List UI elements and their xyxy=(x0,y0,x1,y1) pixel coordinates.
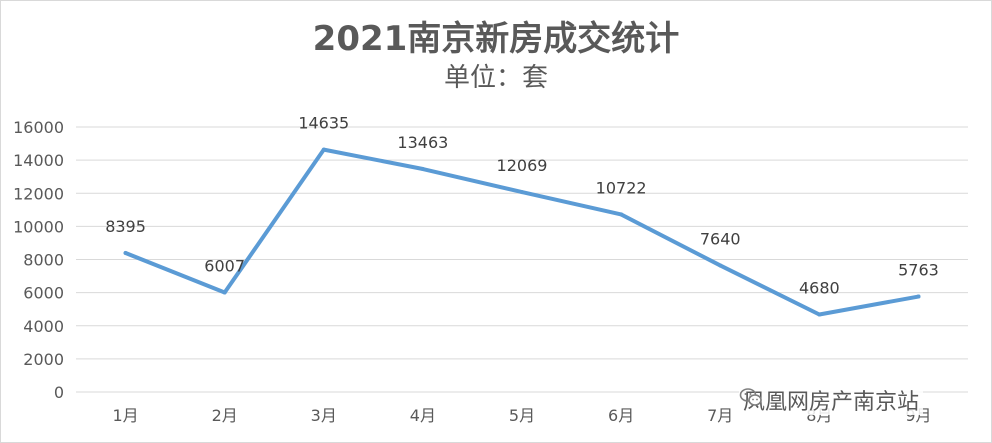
data-point xyxy=(718,263,723,268)
y-tick-label: 10000 xyxy=(13,217,64,236)
data-point xyxy=(222,290,227,295)
data-point xyxy=(817,312,822,317)
x-tick-label: 7月 xyxy=(707,406,733,425)
x-tick-label: 3月 xyxy=(311,406,337,425)
data-label: 8395 xyxy=(105,217,146,236)
watermark-text: 凤凰网房产南京站 xyxy=(743,390,920,415)
x-tick-label: 1月 xyxy=(112,406,138,425)
data-point xyxy=(123,250,128,255)
watermark: 凤凰网房产南京站 xyxy=(739,385,924,415)
y-tick-label: 16000 xyxy=(13,118,64,137)
data-label: 4680 xyxy=(799,278,840,297)
data-point xyxy=(619,212,624,217)
x-tick-label: 5月 xyxy=(509,406,535,425)
chart-title: 2021南京新房成交统计 xyxy=(312,19,680,59)
data-point xyxy=(321,147,326,152)
y-tick-label: 4000 xyxy=(23,317,64,336)
data-label: 13463 xyxy=(397,133,448,152)
data-label: 14635 xyxy=(298,114,349,133)
y-tick-label: 14000 xyxy=(13,151,64,170)
data-label: 6007 xyxy=(204,257,245,276)
data-point xyxy=(916,294,921,299)
y-tick-label: 8000 xyxy=(23,251,64,270)
wechat-icon xyxy=(739,388,762,406)
x-tick-label: 2月 xyxy=(212,406,238,425)
y-tick-label: 12000 xyxy=(13,184,64,203)
x-tick-label: 4月 xyxy=(410,406,436,425)
data-label: 7640 xyxy=(700,229,741,248)
chart-subtitle: 单位：套 xyxy=(443,63,548,93)
y-tick-label: 0 xyxy=(54,383,64,402)
data-point xyxy=(520,190,524,195)
y-tick-label: 6000 xyxy=(23,284,64,303)
y-tick-label: 2000 xyxy=(23,350,64,369)
x-tick-label: 6月 xyxy=(608,406,634,425)
data-label: 12069 xyxy=(497,156,548,175)
data-label: 5763 xyxy=(898,261,939,280)
data-label: 10722 xyxy=(596,178,647,197)
data-point xyxy=(420,167,425,172)
